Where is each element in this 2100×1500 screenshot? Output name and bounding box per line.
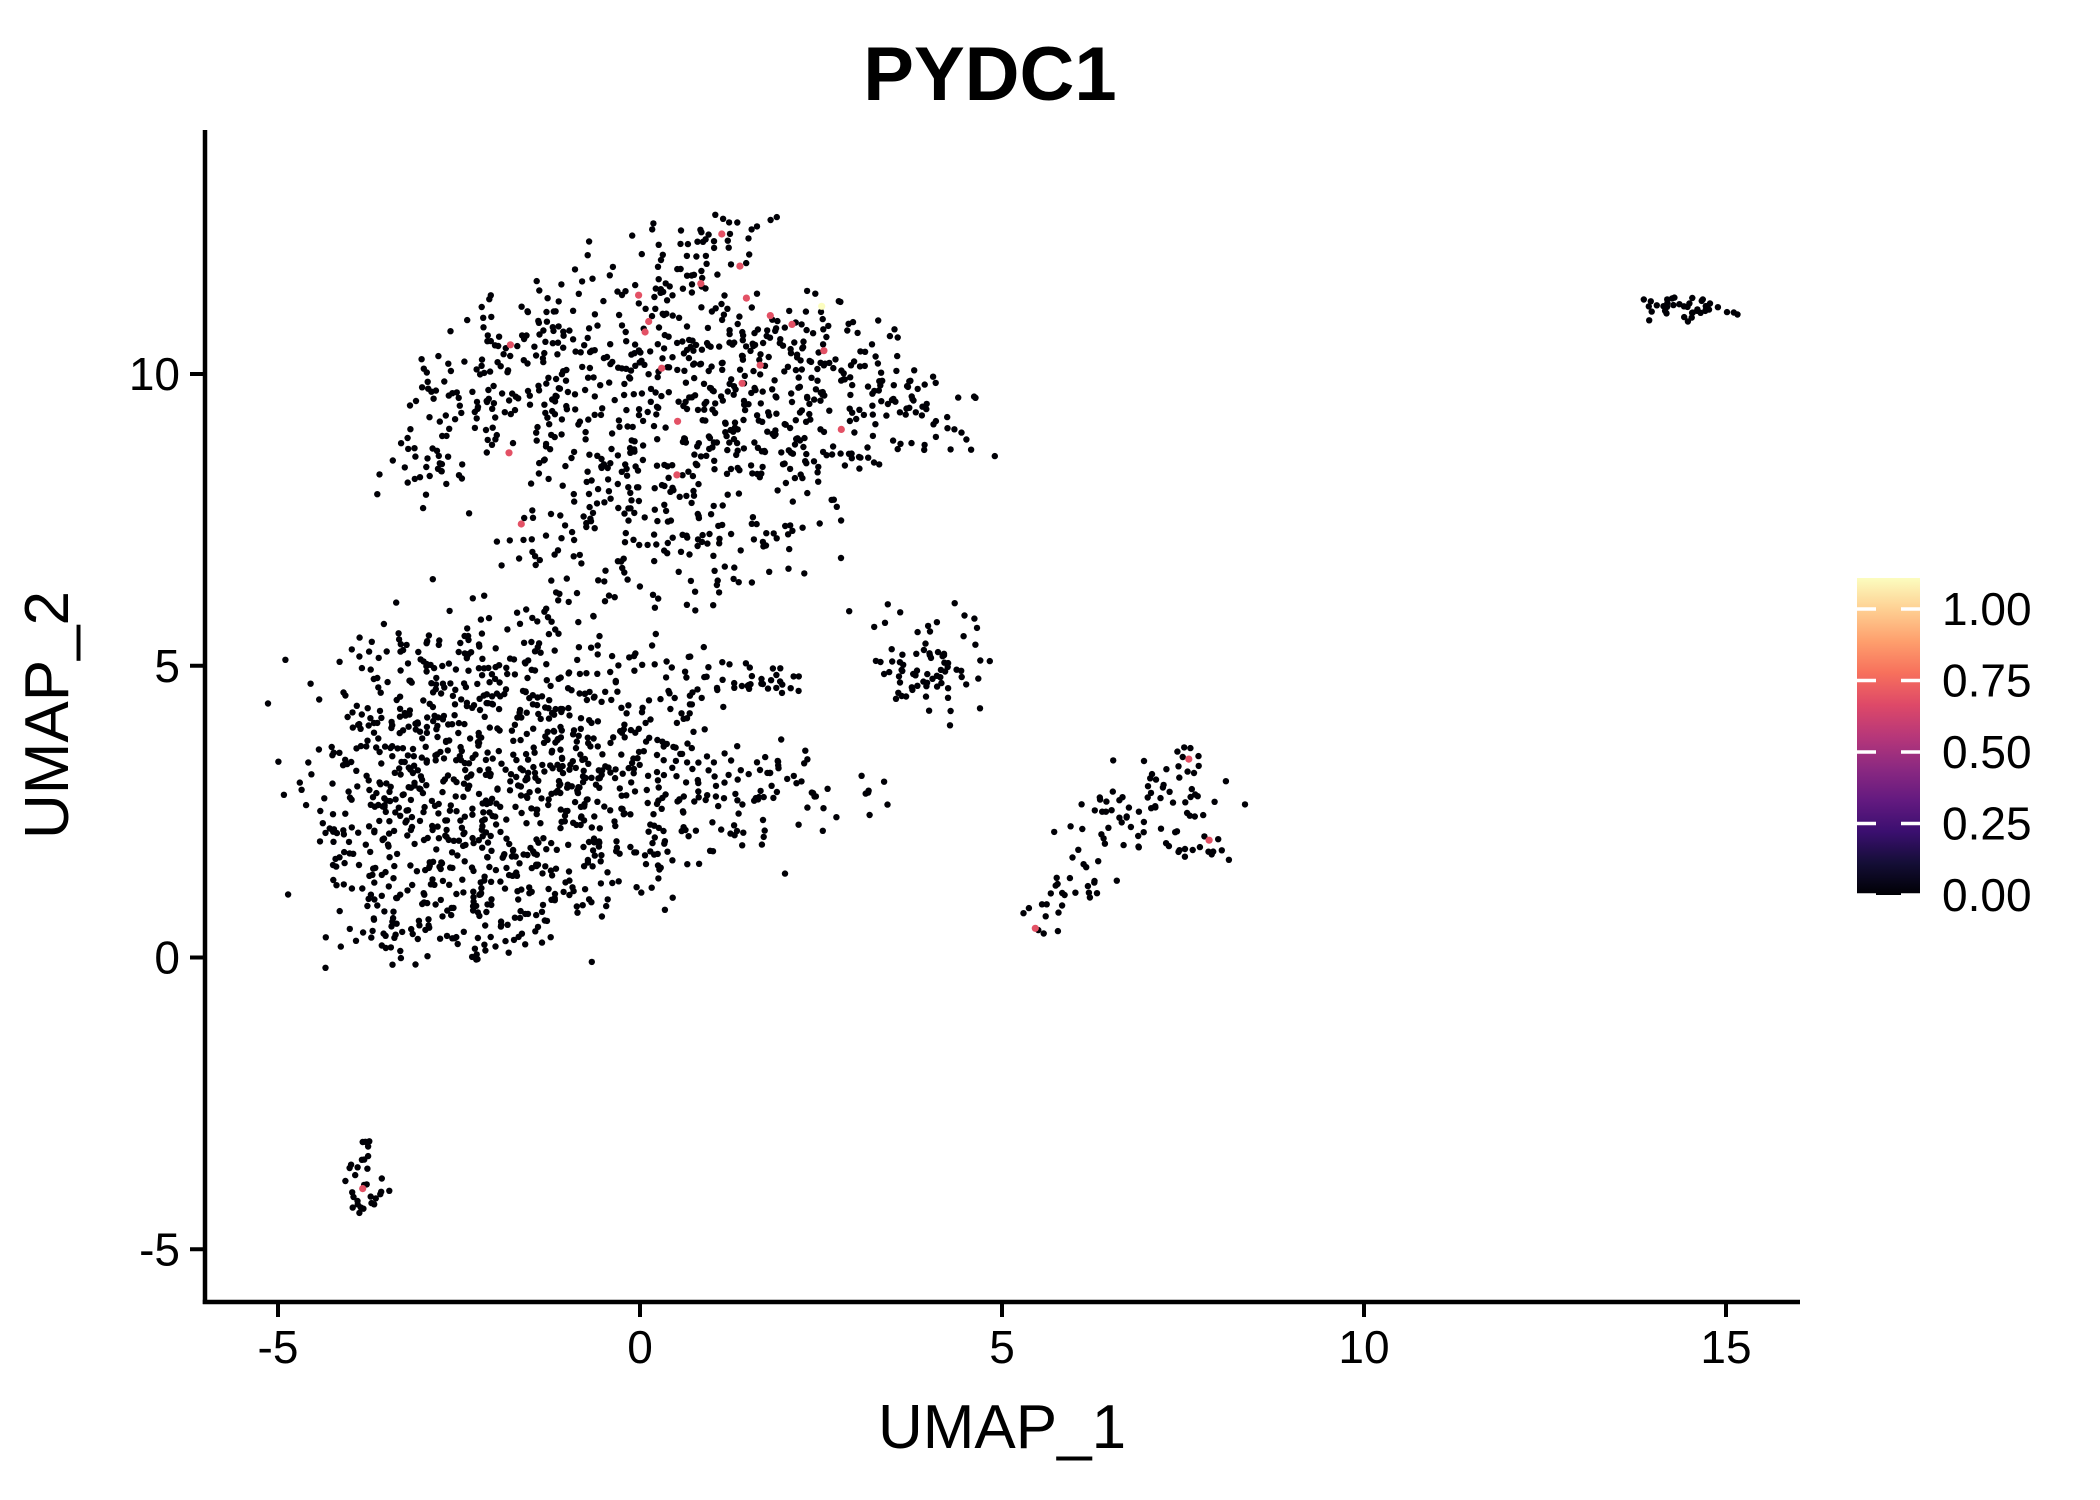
y-axis-tick-label: 5 [154, 640, 180, 692]
expressing-cell-point [1031, 924, 1039, 932]
expressing-cell-point [742, 294, 751, 302]
expressing-cell-point [658, 364, 666, 372]
expressing-cell-point [718, 230, 726, 238]
expressing-cell-point [736, 262, 744, 270]
expressing-cell-point [820, 347, 828, 355]
x-axis-tick-label: -5 [258, 1321, 299, 1373]
expressing-cell-point [818, 302, 826, 310]
y-axis-title: UMAP_2 [13, 591, 82, 839]
expressing-cell-point [766, 312, 774, 320]
legend-tick-label: 0.25 [1942, 798, 2032, 850]
x-axis-tick-label: 10 [1338, 1321, 1389, 1373]
y-axis-tick-label: -5 [139, 1223, 180, 1275]
expressing-cell-point [738, 379, 746, 387]
expressing-cell-point [635, 291, 643, 299]
x-axis-ticks: -5 0 5 10 15 [258, 1302, 1752, 1373]
expressing-cell-point [756, 361, 764, 369]
y-axis-ticks: -5 0 5 10 [129, 348, 205, 1275]
expressing-cell-point [1205, 836, 1213, 844]
expressing-cell-point [697, 280, 705, 288]
expressing-cell-point [506, 341, 514, 349]
legend-tick-label: 1.00 [1942, 583, 2032, 635]
expressing-cell-point [641, 328, 649, 336]
y-axis-tick-label: 10 [129, 348, 180, 400]
legend-tick-marks [1857, 607, 1920, 897]
expressing-cell-point [359, 1185, 367, 1193]
expressing-cell-point [645, 317, 653, 326]
plot-title: PYDC1 [863, 32, 1116, 117]
expressing-cell-point [673, 471, 681, 479]
scatter-points-zero-expression [264, 211, 1741, 1217]
expressing-cell-point [505, 449, 513, 457]
legend-tick-label: 0.50 [1942, 726, 2032, 778]
expressing-cell-point [674, 417, 682, 425]
scatter-points-expressing [359, 230, 1213, 1193]
expressing-cell-point [1185, 755, 1193, 763]
expressing-cell-point [837, 425, 845, 433]
x-axis-tick-label: 15 [1700, 1321, 1751, 1373]
legend-tick-label: 0.00 [1942, 869, 2032, 921]
x-axis-title: UMAP_1 [878, 1393, 1126, 1462]
legend: 1.00 0.75 0.50 0.25 0.00 [1857, 578, 2032, 921]
expressing-cell-point [788, 320, 796, 328]
x-axis-tick-label: 0 [627, 1321, 653, 1373]
legend-tick-labels: 1.00 0.75 0.50 0.25 0.00 [1942, 583, 2032, 921]
y-axis-tick-label: 0 [154, 932, 180, 984]
x-axis-tick-label: 5 [989, 1321, 1015, 1373]
expressing-cell-point [517, 520, 525, 528]
legend-tick-label: 0.75 [1942, 655, 2032, 707]
legend-colorbar [1857, 578, 1920, 895]
